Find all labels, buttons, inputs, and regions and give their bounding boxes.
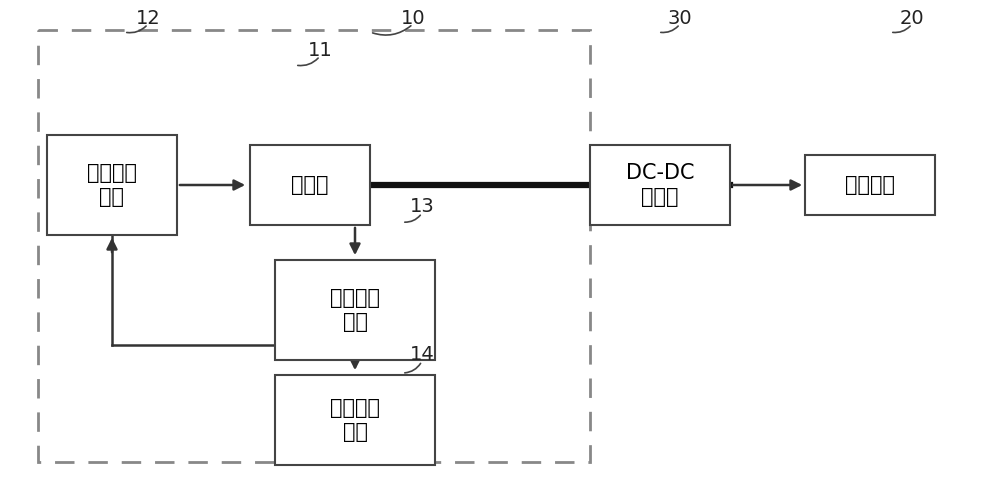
Text: 11: 11	[308, 41, 332, 60]
Text: 20: 20	[900, 9, 924, 28]
Text: 发电控制
模块: 发电控制 模块	[87, 164, 137, 207]
Text: 14: 14	[410, 346, 434, 364]
Text: 10: 10	[401, 9, 425, 28]
Bar	[250, 145, 370, 225]
Text: 30: 30	[668, 9, 692, 28]
Text: DC-DC
转换器: DC-DC 转换器	[626, 164, 694, 207]
Text: 13: 13	[410, 197, 434, 216]
Text: 12: 12	[136, 9, 160, 28]
Bar	[590, 145, 730, 225]
Text: 发电机: 发电机	[291, 175, 329, 195]
Bar	[38, 30, 590, 462]
Text: 阈值设置
模块: 阈值设置 模块	[330, 398, 380, 441]
Bar	[275, 375, 435, 465]
Bar	[47, 135, 177, 235]
Text: 数据处理
模块: 数据处理 模块	[330, 288, 380, 332]
Bar	[275, 260, 435, 360]
Bar	[805, 155, 935, 215]
Text: 用电负载: 用电负载	[845, 175, 895, 195]
